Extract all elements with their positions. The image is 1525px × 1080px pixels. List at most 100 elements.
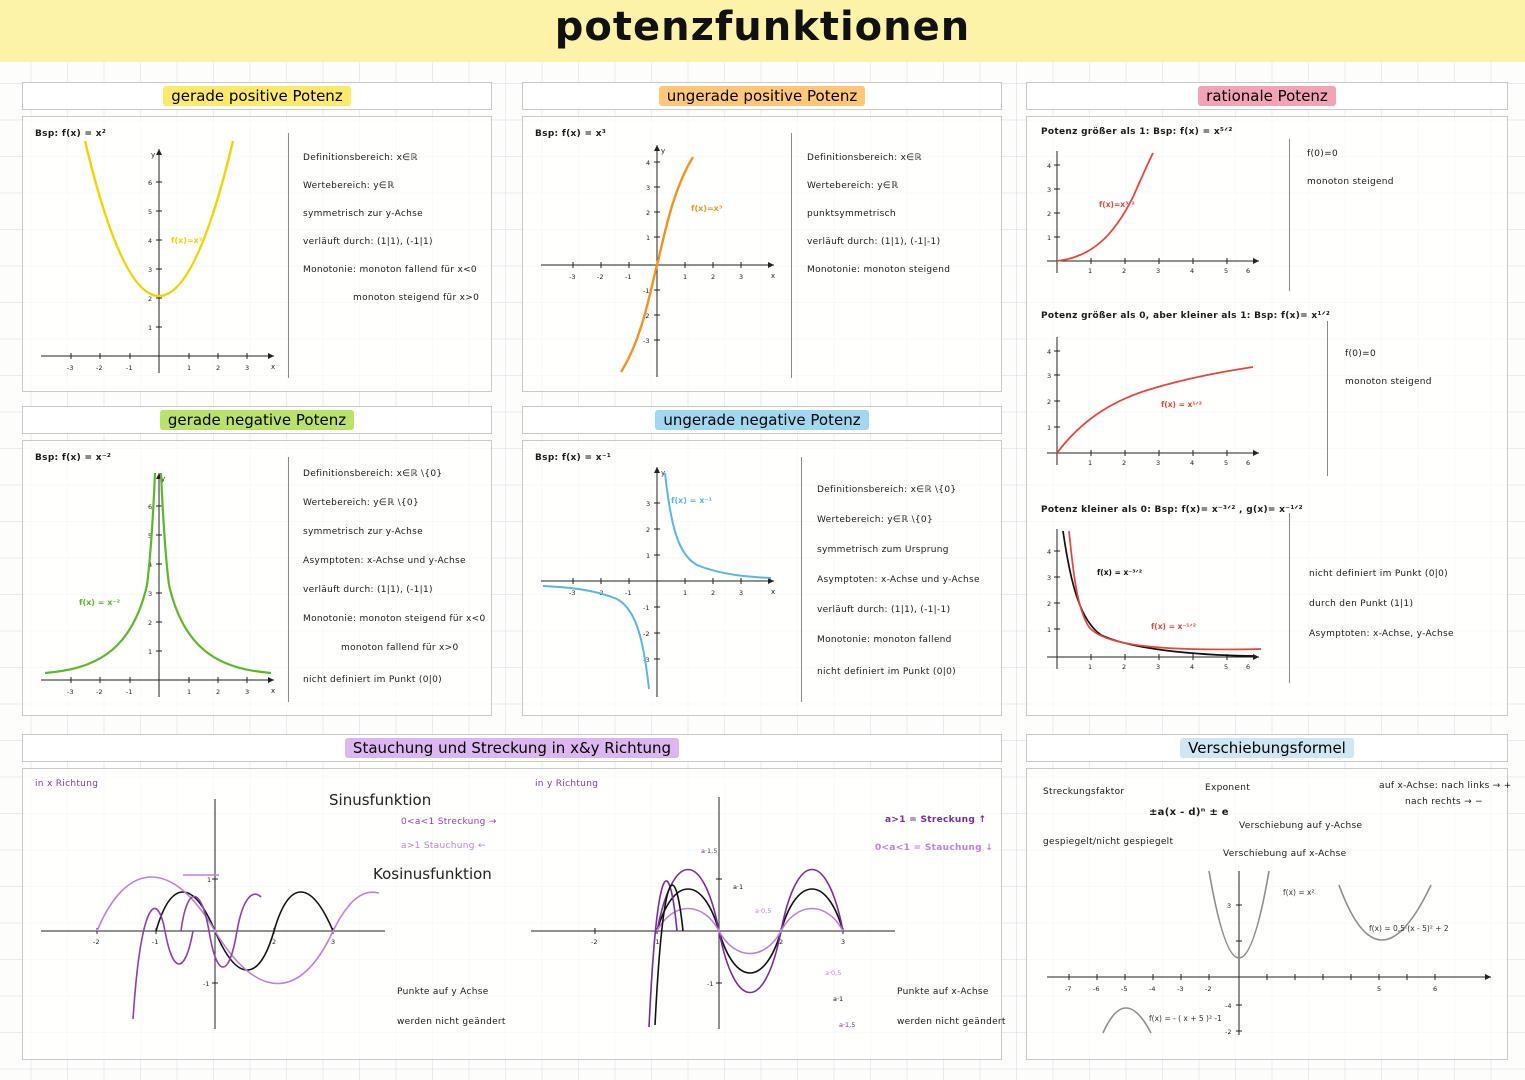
heading-ungerade-positive-potenz: ungerade positive Potenz [522,82,1002,110]
heading-verschiebungsformel-label: Verschiebungsformel [1180,738,1354,758]
svg-text:3: 3 [739,273,743,281]
curve-label-gnp: f(x) = x⁻² [79,598,121,607]
svg-text:3: 3 [841,938,845,946]
svg-text:-1: -1 [203,980,209,988]
fact-gpp-2: symmetrisch zur y-Achse [303,209,424,219]
svg-text:1: 1 [1088,663,1092,671]
svg-text:-2: -2 [1205,985,1211,993]
svg-text:6: 6 [1433,985,1437,993]
svg-text:-1: -1 [126,688,132,696]
fact-unp-3: Asymptoten: x-Achse und y-Achse [817,575,980,585]
svg-text:2: 2 [148,295,152,303]
heading-gerade-negative-potenz-label: gerade negative Potenz [159,410,355,430]
note-y-2: werden nicht geändert [897,1017,1006,1027]
fact-gpp-0: Definitionsbereich: x∈ℝ [303,153,418,163]
divider-gpp [288,133,289,378]
fact-gnp-0: Definitionsbereich: x∈ℝ \{0} [303,469,443,479]
svg-text:1: 1 [1088,267,1092,275]
svg-text:3: 3 [148,266,152,274]
curve-label-rat-2b: f(x) = x⁻¹ᐟ² [1151,622,1196,631]
svg-text:-1: -1 [643,287,649,295]
svg-text:2: 2 [148,619,152,627]
fact-rat-2-0: nicht definiert im Punkt (0|0) [1309,569,1448,579]
svg-text:x: x [771,272,775,280]
example-unp: Bsp: f(x) = x⁻¹ [535,453,612,463]
sublabel-y-richtung: in y Richtung [535,779,599,789]
svg-text:4: 4 [1047,348,1051,356]
svg-text:6: 6 [1246,267,1250,275]
svg-text:1: 1 [207,876,211,884]
svg-text:5: 5 [1224,459,1228,467]
ann-verschiebung-y: Verschiebung auf y-Achse [1239,821,1363,831]
fact-unp-2: symmetrisch zum Ursprung [817,545,949,555]
svg-text:2: 2 [272,938,276,946]
fact-gpp-4: Monotonie: monoton fallend für x<0 [303,265,477,275]
fact-gnp-1: Wertebereich: y∈ℝ \{0} [303,498,419,508]
svg-text:-1: -1 [707,980,713,988]
fact-rat-1-1: monoton steigend [1345,377,1432,387]
svg-text:4: 4 [1190,663,1194,671]
svg-text:3: 3 [148,590,152,598]
fact-upp-2: punktsymmetrisch [807,209,896,219]
label-base-function: f(x) = x² [1283,888,1314,897]
svg-text:3: 3 [1047,574,1051,582]
heading-gerade-positive-potenz: gerade positive Potenz [22,82,492,110]
fact-unp-0: Definitionsbereich: x∈ℝ \{0} [817,485,957,495]
svg-text:1: 1 [1047,234,1051,242]
example-gpp: Bsp: f(x) = x² [35,129,107,139]
svg-text:1: 1 [1088,459,1092,467]
plot-stauch-x: -2 -1 2 3 1 -1 [41,799,385,1029]
svg-text:2: 2 [1047,398,1051,406]
svg-text:-3: -3 [1177,985,1183,993]
svg-text:4: 4 [1047,162,1051,170]
label-kosinusfunktion: Kosinusfunktion [373,865,492,883]
divider-rat-2 [1289,513,1290,683]
svg-text:3: 3 [1156,663,1160,671]
svg-text:2: 2 [1122,267,1126,275]
svg-text:-1: -1 [643,604,649,612]
curve-label-rat-1: f(x) = x¹ᐟ² [1161,400,1202,409]
svg-text:3: 3 [1047,372,1051,380]
heading-gerade-positive-potenz-label: gerade positive Potenz [163,86,351,106]
fact-rat-2-1: durch den Punkt (1|1) [1309,599,1414,609]
svg-text:1: 1 [646,234,650,242]
fact-rat-0-0: f(0)=0 [1307,149,1338,159]
svg-text:5: 5 [148,532,152,540]
svg-text:-3: -3 [569,589,575,597]
svg-text:1: 1 [683,589,687,597]
svg-text:5: 5 [1224,267,1228,275]
svg-text:2: 2 [711,589,715,597]
divider-gnp [288,457,289,702]
svg-text:x: x [271,363,275,371]
label-shift-2: f(x) = - ( x + 5 )² -1 [1149,1014,1222,1023]
label-sinusfunktion: Sinusfunktion [329,791,432,809]
svg-text:-3: -3 [569,273,575,281]
fact-unp-1: Wertebereich: y∈ℝ \{0} [817,515,933,525]
heading-ungerade-negative-potenz: ungerade negative Potenz [522,406,1002,434]
svg-text:2: 2 [646,209,650,217]
heading-verschiebungsformel: Verschiebungsformel [1026,734,1508,762]
fact-gnp-2: symmetrisch zur y-Achse [303,527,424,537]
curve-label-rat-0: f(x)=x³ᐟ² [1099,200,1135,209]
svg-text:2: 2 [1047,600,1051,608]
svg-text:a·1,5: a·1,5 [839,1021,855,1029]
svg-text:-1: -1 [152,938,158,946]
rule-y-1: a>1 = Streckung ↑ [885,815,987,825]
svg-text:2: 2 [1122,459,1126,467]
svg-text:-2: -2 [597,273,603,281]
svg-text:3: 3 [646,500,650,508]
svg-text:-2: -2 [643,312,649,320]
svg-text:2: 2 [711,273,715,281]
fact-rat-1-0: f(0)=0 [1345,349,1376,359]
svg-text:-4: -4 [1149,985,1155,993]
curve-label-gpp: f(x)=x² [171,236,203,245]
rat-block-2-title: Potenz kleiner als 0: Bsp: f(x)= x⁻³ᐟ² ,… [1041,505,1303,515]
ann-streckungsfaktor: Streckungsfaktor [1043,787,1125,797]
fact-unp-5: Monotonie: monoton fallend [817,635,952,645]
curve-label-upp: f(x)=x³ [691,204,723,213]
heading-rationale-potenz-label: rationale Potenz [1198,86,1336,106]
svg-text:-1: -1 [126,364,132,372]
plot-rat-1: 1 2 3 4 5 6 1 2 3 4 f(x) = x¹ᐟ² [1047,337,1259,467]
heading-stauchung-streckung: Stauchung und Streckung in x&y Richtung [22,734,1002,762]
svg-text:-4: -4 [1225,1002,1231,1010]
